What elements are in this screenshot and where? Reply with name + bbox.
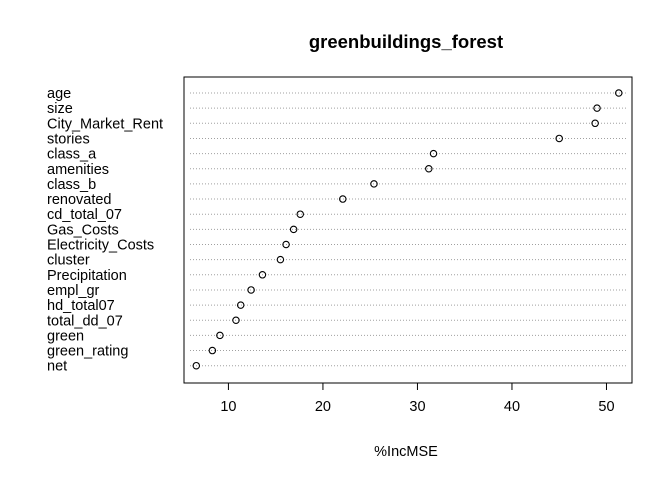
x-tick-label: 20 [315,399,331,415]
data-point [232,316,240,324]
data-point [247,286,255,294]
variable-label: cd_total_07 [47,207,122,223]
variable-label: stories [47,131,90,147]
x-tick-label: 30 [409,399,425,415]
data-point [370,180,378,188]
chart-title: greenbuildings_forest [309,31,503,52]
data-point [339,195,347,203]
data-point [615,89,623,97]
x-tick-label: 10 [220,399,236,415]
data-point [276,255,285,264]
data-points [192,89,623,370]
x-tick-label: 40 [504,399,520,415]
data-point [425,165,433,173]
data-point [289,225,298,234]
data-point [208,346,217,355]
guide-lines [190,92,628,367]
variable-label: Gas_Costs [47,222,119,238]
data-point [192,361,201,370]
data-point [593,104,601,112]
data-point [591,119,599,128]
data-point [216,331,224,340]
variable-label: class_a [47,147,97,163]
variable-label: empl_gr [47,283,100,299]
data-point [236,301,245,309]
variable-label: cluster [47,253,90,269]
variable-label: City_Market_Rent [47,116,163,132]
data-point [296,210,305,218]
variable-label: net [47,359,67,375]
variable-label: green [47,328,84,344]
x-axis: 10 20 30 40 50 [220,382,615,415]
variable-labels: agesizeCity_Market_Rentstoriesclass_aame… [47,86,163,375]
variable-label: size [47,101,73,117]
plot-frame [183,76,633,384]
x-tick-label: 50 [598,399,614,415]
data-point [555,134,563,143]
data-point [282,240,290,249]
variable-label: renovated [47,192,112,208]
variable-label: amenities [47,162,109,178]
variable-label: green_rating [47,344,128,360]
variable-label: Precipitation [47,268,127,284]
data-point [429,149,438,158]
variable-label: age [47,86,71,102]
variable-label: class_b [47,177,96,193]
variable-label: total_dd_07 [47,313,123,329]
x-axis-label: %IncMSE [374,444,438,460]
variable-label: Electricity_Costs [47,238,154,254]
variable-label: hd_total07 [47,298,115,314]
data-point [258,271,267,279]
